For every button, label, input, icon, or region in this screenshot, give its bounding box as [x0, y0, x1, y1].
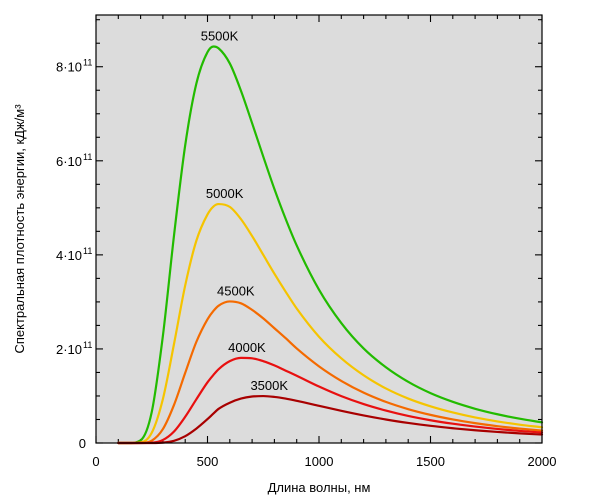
y-tick-label-exponent: 11 — [83, 152, 92, 162]
y-tick-label: 0 — [79, 436, 86, 451]
y-tick-label-exponent: 11 — [83, 246, 92, 256]
series-label: 5000K — [206, 186, 244, 201]
series-labels: 5500K 5000K 4500K 4000K 3500K — [201, 29, 289, 394]
y-axis-title: Спектральная плотность энергии, кДж/м³ — [12, 104, 27, 354]
x-tick-label: 1000 — [305, 454, 334, 469]
series-line-4500k — [117, 300, 544, 445]
x-tick-labels: 0 500 1000 1500 2000 — [92, 454, 556, 469]
series-line-5500k — [117, 45, 544, 445]
x-axis-title: Длина волны, нм — [268, 480, 371, 495]
y-tick-label: 4·10 — [56, 248, 82, 263]
series-label: 3500K — [250, 378, 288, 393]
x-tick-label: 1500 — [416, 454, 445, 469]
axis-ticks — [95, 15, 543, 444]
series-label: 4000K — [228, 340, 266, 355]
y-tick-labels: 02·10 114·10 116·10 118·10 11 — [56, 58, 92, 451]
series-label: 4500K — [217, 283, 255, 298]
series-lines — [117, 45, 544, 445]
series-line-4000k — [117, 356, 544, 445]
plot-area — [96, 15, 542, 443]
plot-frame — [95, 14, 543, 444]
y-tick-label-exponent: 11 — [83, 340, 92, 350]
y-tick-label: 2·10 — [56, 342, 82, 357]
x-tick-label: 500 — [197, 454, 219, 469]
y-tick-label-exponent: 11 — [83, 58, 92, 68]
series-line-3500k — [117, 394, 544, 445]
x-tick-label: 2000 — [528, 454, 557, 469]
y-tick-label: 8·10 — [56, 60, 82, 75]
x-tick-label: 0 — [92, 454, 99, 469]
y-tick-label: 6·10 — [56, 154, 82, 169]
series-label: 5500K — [201, 29, 239, 44]
series-line-5000k — [117, 202, 544, 445]
